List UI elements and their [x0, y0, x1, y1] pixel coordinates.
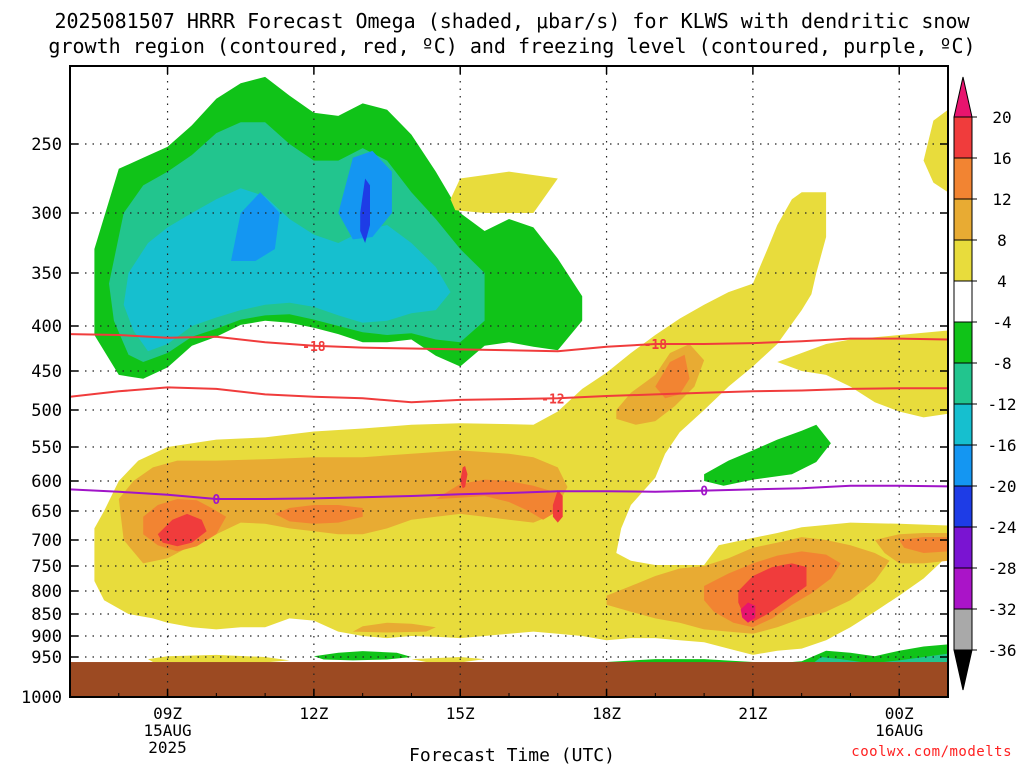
colorbar-label-0: 20: [992, 108, 1011, 127]
colorbar-label-4: 4: [997, 272, 1007, 291]
x-tick-label-21Z: 21Z: [738, 704, 767, 723]
colorbar: 20 16 12 8 4 -4 -8 -12 -16 -20 -24 -28 -32 -36: [953, 76, 1017, 691]
y-tick-label-450: 450: [31, 362, 62, 382]
plot-inner: -18 -18 -12 0 0: [70, 66, 948, 697]
colorbar-bin-8: [953, 403, 973, 446]
y-tick-label-1000: 1000: [21, 688, 62, 708]
omega-region-27: [655, 354, 690, 399]
colorbar-label-11: -28: [988, 559, 1017, 578]
omega-region-6: [704, 424, 831, 486]
colorbar-label-8: -16: [988, 436, 1017, 455]
colorbar-bin-2: [953, 157, 973, 200]
colorbar-label-5: -4: [992, 313, 1011, 332]
colorbar-bin-1: [953, 116, 973, 159]
omega-region-18: [411, 657, 485, 663]
credit-text: coolwx.com/modelts: [851, 744, 1012, 760]
colorbar-label-6: -8: [992, 354, 1011, 373]
y-tick-label-350: 350: [31, 264, 62, 284]
omega-region-30: [157, 513, 207, 547]
colorbar-label-1: 16: [992, 149, 1011, 168]
colorbar-bin-5: [953, 280, 973, 323]
omega-region-2: [123, 188, 451, 352]
y-tick-label-650: 650: [31, 502, 62, 522]
x-tick-date-00Z: 16AUG: [875, 721, 923, 740]
contour-label-dgz-minus18-0: -18: [302, 340, 326, 355]
colorbar-label-2: 12: [992, 190, 1011, 209]
ground-fill: [70, 662, 948, 697]
omega-region-34: [740, 602, 756, 623]
colorbar-bin-9: [953, 444, 973, 487]
y-tick-label-300: 300: [31, 204, 62, 224]
omega-region-26: [435, 479, 558, 520]
y-tick-label-850: 850: [31, 605, 62, 625]
omega-region-13: [94, 192, 948, 655]
axes: 2503003504004505005506006507007508008509…: [21, 65, 949, 757]
omega-region-31: [460, 466, 468, 489]
colorbar-bin-6: [953, 321, 973, 364]
colorbar-label-9: -20: [988, 477, 1017, 496]
colorbar-bin-3: [953, 198, 973, 241]
plot-area: -18 -18 -12 0 0: [70, 66, 948, 697]
omega-region-14: [450, 171, 558, 213]
colorbar-bottom-arrow: [953, 649, 973, 691]
colorbar-top-arrow: [953, 76, 973, 118]
contour-label-dgz-minus12-0: -12: [541, 392, 564, 407]
colorbar-bin-4: [953, 239, 973, 282]
omega-region-3: [231, 192, 280, 261]
colorbar-bin-10: [953, 485, 973, 528]
contour-label-freezing-level-1: 0: [700, 485, 708, 500]
y-tick-label-900: 900: [31, 627, 62, 647]
contour-dgz-minus18: [70, 333, 948, 353]
x-tick-year-09Z: 2025: [148, 738, 187, 757]
colorbar-label-13: -36: [988, 641, 1017, 660]
y-tick-label-600: 600: [31, 472, 62, 492]
contour-label-dgz-minus18-1: -18: [644, 338, 668, 353]
y-tick-label-800: 800: [31, 582, 62, 602]
x-tick-label-00Z: 00Z: [885, 704, 914, 723]
y-tick-label-550: 550: [31, 438, 62, 458]
chart-title-line-2: growth region (contoured, red, ºC) and f…: [48, 34, 976, 58]
y-tick-label-250: 250: [31, 135, 62, 155]
y-tick-label-400: 400: [31, 317, 62, 337]
colorbar-label-12: -32: [988, 600, 1017, 619]
y-tick-label-950: 950: [31, 648, 62, 668]
y-tick-label-700: 700: [31, 531, 62, 551]
omega-region-32: [552, 490, 563, 523]
contour-label-freezing-level-0: 0: [212, 493, 220, 508]
colorbar-bin-12: [953, 567, 973, 610]
colorbar-label-10: -24: [988, 518, 1017, 537]
x-tick-label-12Z: 12Z: [299, 704, 328, 723]
contour-dgz-minus12: [70, 386, 948, 404]
omega-region-16: [923, 109, 948, 193]
x-axis-title: Forecast Time (UTC): [409, 745, 615, 766]
contour-freezing-level: [70, 484, 948, 500]
colorbar-bin-11: [953, 526, 973, 569]
chart-title-line-1: 2025081507 HRRR Forecast Omega (shaded, …: [54, 9, 970, 33]
omega-region-5: [360, 178, 370, 243]
omega-region-15: [777, 330, 948, 418]
omega-region-29: [899, 537, 948, 553]
omega-region-25: [274, 505, 363, 524]
x-tick-label-15Z: 15Z: [446, 704, 475, 723]
omega-region-23: [352, 622, 436, 633]
y-tick-label-750: 750: [31, 557, 62, 577]
colorbar-label-3: 8: [997, 231, 1007, 250]
colorbar-bin-13: [953, 608, 973, 651]
colorbar-bin-7: [953, 362, 973, 405]
x-tick-label-09Z: 09Z: [153, 704, 182, 723]
omega-region-8: [313, 651, 412, 661]
x-tick-label-18Z: 18Z: [592, 704, 621, 723]
y-tick-label-500: 500: [31, 401, 62, 421]
x-tick-date-09Z: 15AUG: [143, 721, 191, 740]
omega-region-33: [738, 563, 807, 622]
colorbar-label-7: -12: [988, 395, 1017, 414]
